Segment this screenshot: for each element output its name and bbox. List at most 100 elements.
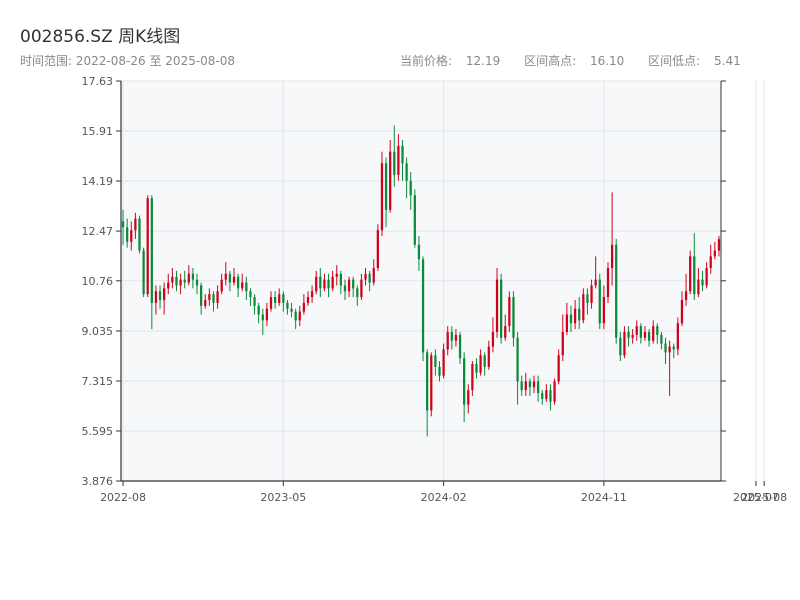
candle-up bbox=[545, 384, 548, 402]
y-tick-label: 9.035 bbox=[82, 325, 114, 338]
x-tick-label: 2025-08 bbox=[741, 491, 787, 504]
candle-body bbox=[368, 273, 371, 283]
candle-up bbox=[454, 329, 458, 347]
candle-body bbox=[249, 291, 252, 298]
candle-down bbox=[236, 273, 240, 298]
candle-up bbox=[684, 273, 688, 306]
candle-up bbox=[232, 268, 236, 286]
candle-up bbox=[709, 244, 712, 274]
candle-body bbox=[163, 288, 166, 300]
candle-down bbox=[434, 349, 437, 376]
range-label: 时间范围: bbox=[20, 54, 73, 68]
candle-down bbox=[528, 378, 532, 396]
candle-up bbox=[364, 268, 367, 286]
candle-down bbox=[536, 375, 540, 402]
candle-down bbox=[578, 297, 581, 330]
candle-body bbox=[228, 273, 232, 283]
range-separator: 至 bbox=[149, 54, 162, 68]
candle-body bbox=[179, 279, 182, 286]
candle-up bbox=[376, 224, 379, 271]
candle-body bbox=[553, 381, 556, 402]
candle-down bbox=[549, 384, 552, 411]
candle-up bbox=[442, 343, 445, 379]
candle-body bbox=[384, 163, 388, 210]
candle-up bbox=[471, 361, 474, 396]
current-price-label: 当前价格: bbox=[400, 54, 453, 68]
candle-up bbox=[652, 320, 655, 344]
candle-up bbox=[310, 285, 314, 303]
candle-body bbox=[389, 151, 392, 210]
candle-up bbox=[278, 288, 281, 306]
candle-body bbox=[167, 282, 170, 289]
candle-down bbox=[409, 172, 412, 210]
candle-body bbox=[656, 326, 659, 335]
candle-up bbox=[594, 256, 597, 289]
candle-up bbox=[146, 195, 149, 298]
candle-body bbox=[298, 311, 301, 321]
candle-body bbox=[347, 279, 351, 292]
candle-body bbox=[327, 279, 330, 289]
candle-down bbox=[693, 233, 696, 300]
candle-body bbox=[549, 390, 552, 402]
candle-up bbox=[224, 262, 227, 286]
candle-body bbox=[417, 244, 421, 260]
x-tick-label: 2025-07 bbox=[733, 491, 779, 504]
candle-body bbox=[623, 331, 626, 356]
candle-body bbox=[508, 297, 511, 327]
candle-body bbox=[146, 198, 149, 295]
candle-down bbox=[319, 268, 322, 298]
candle-body bbox=[232, 276, 236, 283]
y-tick-label: 3.876 bbox=[82, 475, 114, 488]
candle-up bbox=[323, 273, 326, 292]
candle-body bbox=[483, 355, 486, 367]
candle-up bbox=[331, 270, 334, 292]
candle-body bbox=[573, 308, 577, 324]
candle-body bbox=[208, 294, 211, 300]
candle-body bbox=[668, 346, 671, 353]
time-range-info: 时间范围: 2022-08-26 至 2025-08-08 bbox=[20, 52, 235, 69]
candle-body bbox=[200, 285, 203, 306]
candle-down bbox=[450, 326, 453, 350]
candle-body bbox=[380, 163, 384, 231]
candle-body bbox=[676, 323, 679, 350]
candle-body bbox=[438, 366, 441, 376]
candle-body bbox=[212, 294, 215, 303]
candle-up bbox=[179, 273, 182, 295]
candle-body bbox=[294, 311, 297, 321]
candle-body bbox=[500, 279, 503, 338]
candle-up bbox=[167, 273, 170, 295]
candle-down bbox=[701, 270, 704, 292]
current-price: 当前价格: 12.19 bbox=[400, 54, 510, 68]
candle-up bbox=[204, 294, 207, 309]
candle-up bbox=[479, 349, 482, 376]
y-tick-label: 12.47 bbox=[82, 225, 114, 238]
current-price-value: 12.19 bbox=[465, 54, 501, 68]
candle-body bbox=[421, 259, 425, 353]
candle-up bbox=[380, 151, 384, 237]
candle-body bbox=[491, 331, 495, 347]
range-start: 2022-08-26 bbox=[75, 54, 146, 68]
candle-down bbox=[619, 331, 622, 362]
candle-body bbox=[512, 297, 515, 338]
candle-down bbox=[249, 288, 252, 306]
candle-body bbox=[520, 381, 523, 391]
candle-body bbox=[319, 276, 322, 289]
candle-up bbox=[315, 270, 318, 295]
candle-up bbox=[491, 317, 495, 353]
candle-body bbox=[286, 302, 289, 309]
candle-body bbox=[204, 299, 207, 306]
candle-body bbox=[306, 297, 310, 303]
candle-body bbox=[426, 352, 429, 411]
candle-body bbox=[130, 230, 133, 242]
candle-down bbox=[286, 299, 289, 315]
candle-body bbox=[615, 244, 618, 338]
y-tick-label: 7.315 bbox=[82, 375, 114, 388]
candle-down bbox=[463, 352, 466, 423]
candle-up bbox=[623, 326, 626, 359]
candle-body bbox=[582, 294, 585, 321]
candle-body bbox=[261, 314, 264, 321]
candle-body bbox=[680, 299, 684, 324]
candle-down bbox=[516, 331, 519, 405]
candle-up bbox=[187, 265, 190, 286]
candle-body bbox=[187, 273, 190, 283]
